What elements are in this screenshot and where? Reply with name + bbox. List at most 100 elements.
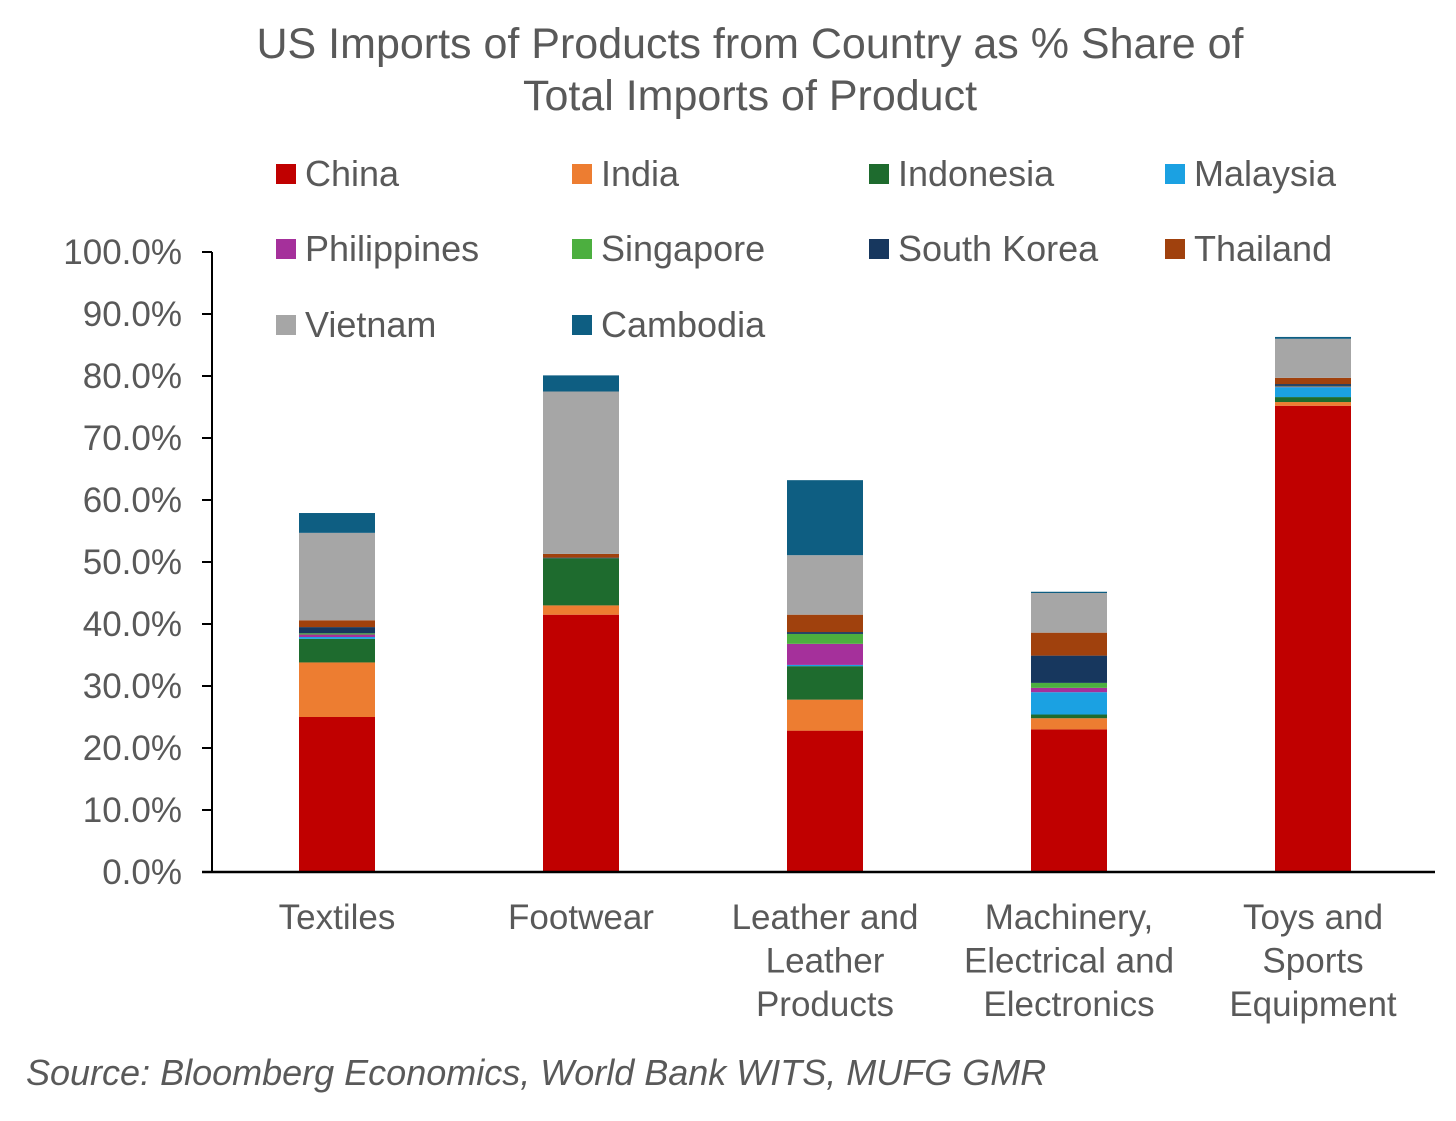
bar-leather-and-leather-products-indonesia: [787, 666, 863, 700]
bar-machinery-electrical-and-electronics-philippines: [1031, 687, 1107, 693]
y-tick-label: 70.0%: [83, 419, 182, 458]
legend-item-china: China: [276, 153, 400, 194]
bar-footwear-south-korea: [543, 557, 619, 559]
legend-swatch-vietnam: [276, 315, 296, 335]
legend-item-malaysia: Malaysia: [1165, 153, 1337, 194]
bar-textiles-china: [299, 717, 375, 872]
legend-item-singapore: Singapore: [572, 228, 765, 269]
bar-machinery-electrical-and-electronics-malaysia: [1031, 692, 1107, 715]
y-tick-label: 40.0%: [83, 605, 182, 644]
y-tick-label: 90.0%: [83, 295, 182, 334]
x-tick-label-machinery-electrical-and-electronics: Machinery, Electrical and Electronics: [964, 898, 1174, 1024]
legend-item-thailand: Thailand: [1165, 228, 1332, 269]
bar-leather-and-leather-products-china: [787, 730, 863, 872]
bar-textiles-thailand: [299, 620, 375, 628]
legend-label-singapore: Singapore: [601, 228, 765, 269]
legend-label-china: China: [305, 153, 400, 194]
legend-label-thailand: Thailand: [1194, 228, 1332, 269]
bar-toys-and-sports-equipment-singapore: [1275, 385, 1351, 387]
source-note: Source: Bloomberg Economics, World Bank …: [26, 1052, 1047, 1093]
legend-item-south-korea: South Korea: [869, 228, 1099, 269]
x-tick-label-line: Textiles: [279, 898, 396, 937]
legend-swatch-singapore: [572, 239, 592, 259]
bar-leather-and-leather-products-thailand: [787, 614, 863, 633]
bar-machinery-electrical-and-electronics-cambodia: [1031, 591, 1107, 593]
bar-leather-and-leather-products-philippines: [787, 643, 863, 665]
x-tick-label-line: Electrical and: [964, 942, 1174, 981]
legend-swatch-thailand: [1165, 239, 1185, 259]
y-tick-label: 20.0%: [83, 729, 182, 768]
legend-item-indonesia: Indonesia: [869, 153, 1055, 194]
x-tick-label-line: Leather: [766, 942, 885, 981]
bar-leather-and-leather-products-south-korea: [787, 632, 863, 634]
x-tick-label-line: Machinery,: [985, 898, 1154, 937]
bar-textiles-malaysia: [299, 637, 375, 639]
x-tick-label-line: Toys and: [1243, 898, 1383, 937]
chart-title: US Imports of Products from Country as %…: [256, 20, 1244, 120]
bars: [299, 336, 1351, 872]
legend-item-vietnam: Vietnam: [276, 304, 436, 345]
axes: 0.0% 10.0% 20.0% 30.0% 40.0% 50.0% 60.0% 70.0% 8…: [63, 233, 1435, 1024]
legend-swatch-indonesia: [869, 164, 889, 184]
legend-label-vietnam: Vietnam: [305, 304, 436, 345]
y-tick-label: 100.0%: [63, 233, 182, 272]
x-tick-label-line: Sports: [1262, 942, 1363, 981]
bar-toys-and-sports-equipment-south-korea: [1275, 384, 1351, 386]
bar-machinery-electrical-and-electronics-thailand: [1031, 632, 1107, 656]
bar-leather-and-leather-products-cambodia: [787, 480, 863, 556]
x-tick-label-leather-and-leather-products: Leather and Leather Products: [732, 898, 919, 1024]
bar-footwear-vietnam: [543, 391, 619, 554]
y-tick-label: 30.0%: [83, 667, 182, 706]
legend-label-cambodia: Cambodia: [601, 304, 766, 345]
bar-machinery-electrical-and-electronics-singapore: [1031, 682, 1107, 688]
bar-footwear-cambodia: [543, 375, 619, 392]
bar-toys-and-sports-equipment-china: [1275, 405, 1351, 872]
legend-item-philippines: Philippines: [276, 228, 479, 269]
bar-toys-and-sports-equipment-india: [1275, 402, 1351, 406]
bar-machinery-electrical-and-electronics-indonesia: [1031, 714, 1107, 719]
x-tick-label-textiles: Textiles: [279, 898, 396, 937]
bar-textiles-india: [299, 662, 375, 717]
x-tick-label-line: Leather and: [732, 898, 919, 937]
legend-swatch-china: [276, 164, 296, 184]
bar-footwear-indonesia: [543, 558, 619, 606]
legend-label-south-korea: South Korea: [898, 228, 1099, 269]
bar-footwear-thailand: [543, 553, 619, 558]
bar-toys-and-sports-equipment-vietnam: [1275, 338, 1351, 378]
bar-leather-and-leather-products-vietnam: [787, 555, 863, 615]
bar-machinery-electrical-and-electronics-vietnam: [1031, 593, 1107, 633]
legend-label-philippines: Philippines: [305, 228, 479, 269]
bar-toys-and-sports-equipment-thailand: [1275, 377, 1351, 385]
x-tick-label-line: Equipment: [1229, 985, 1397, 1024]
y-tick-label: 80.0%: [83, 357, 182, 396]
bar-machinery-electrical-and-electronics-india: [1031, 718, 1107, 730]
x-tick-label-line: Footwear: [508, 898, 654, 937]
bar-leather-and-leather-products-malaysia: [787, 664, 863, 667]
legend-label-indonesia: Indonesia: [898, 153, 1055, 194]
bar-textiles-vietnam: [299, 532, 375, 621]
bar-leather-and-leather-products-india: [787, 699, 863, 731]
bar-textiles-cambodia: [299, 513, 375, 533]
x-tick-label-footwear: Footwear: [508, 898, 654, 937]
bar-leather-and-leather-products-singapore: [787, 633, 863, 644]
legend-swatch-south-korea: [869, 239, 889, 259]
bar-toys-and-sports-equipment-philippines: [1275, 386, 1351, 388]
legend-label-malaysia: Malaysia: [1194, 153, 1337, 194]
y-tick-label: 10.0%: [83, 791, 182, 830]
legend-item-cambodia: Cambodia: [572, 304, 766, 345]
bar-textiles-indonesia: [299, 638, 375, 663]
legend-label-india: India: [601, 153, 680, 194]
bar-toys-and-sports-equipment-indonesia: [1275, 397, 1351, 403]
bar-toys-and-sports-equipment-cambodia: [1275, 336, 1351, 339]
bar-footwear-china: [543, 614, 619, 872]
bar-machinery-electrical-and-electronics-china: [1031, 729, 1107, 872]
bar-machinery-electrical-and-electronics-south-korea: [1031, 655, 1107, 683]
y-tick-label: 60.0%: [83, 481, 182, 520]
y-tick-label: 0.0%: [102, 853, 182, 892]
legend: China India Indonesia Malaysia Philippines Si…: [276, 153, 1337, 345]
x-tick-label-toys-and-sports-equipment: Toys and Sports Equipment: [1229, 898, 1397, 1024]
bar-textiles-singapore: [299, 633, 375, 635]
legend-swatch-malaysia: [1165, 164, 1185, 184]
legend-swatch-india: [572, 164, 592, 184]
bar-footwear-india: [543, 605, 619, 615]
